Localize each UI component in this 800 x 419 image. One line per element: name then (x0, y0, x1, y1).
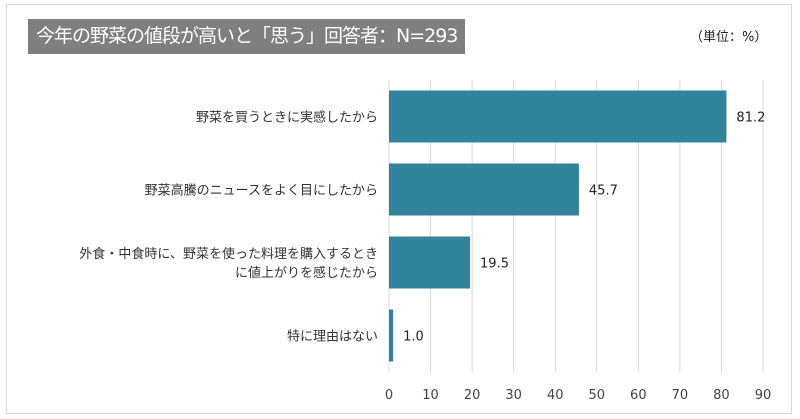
category-label: 特に理由はない (287, 330, 378, 345)
data-label: 81.2 (736, 111, 765, 126)
data-label: 19.5 (480, 257, 509, 272)
x-tick-label: 50 (589, 388, 606, 403)
x-tick-label: 30 (505, 388, 522, 403)
unit-label: （単位：%） (690, 30, 768, 45)
x-tick-label: 10 (422, 388, 439, 403)
x-tick-label: 60 (630, 388, 647, 403)
bar (389, 90, 727, 143)
category-label: 野菜高騰のニュースをよく目にしたから (145, 183, 378, 199)
x-tick-label: 20 (464, 388, 481, 403)
x-tick-label: 40 (547, 388, 564, 403)
category-label: 外食・中食時に、野菜を使った料理を購入するとき (79, 246, 378, 262)
chart-frame (6, 4, 792, 414)
x-tick-label: 0 (385, 388, 393, 403)
data-label: 1.0 (403, 330, 424, 345)
bar (389, 163, 579, 216)
chart-title: 今年の野菜の値段が高いと「思う」回答者：N=293 (28, 19, 466, 54)
bar (389, 236, 471, 289)
data-label: 45.7 (589, 184, 618, 199)
x-tick-label: 90 (755, 388, 772, 403)
category-label: に値上がりを感じたから (235, 265, 378, 281)
x-tick-label: 80 (713, 388, 730, 403)
category-label: 野菜を買うときに実感したから (196, 110, 378, 126)
x-tick-label: 70 (672, 388, 689, 403)
bar (389, 309, 394, 362)
